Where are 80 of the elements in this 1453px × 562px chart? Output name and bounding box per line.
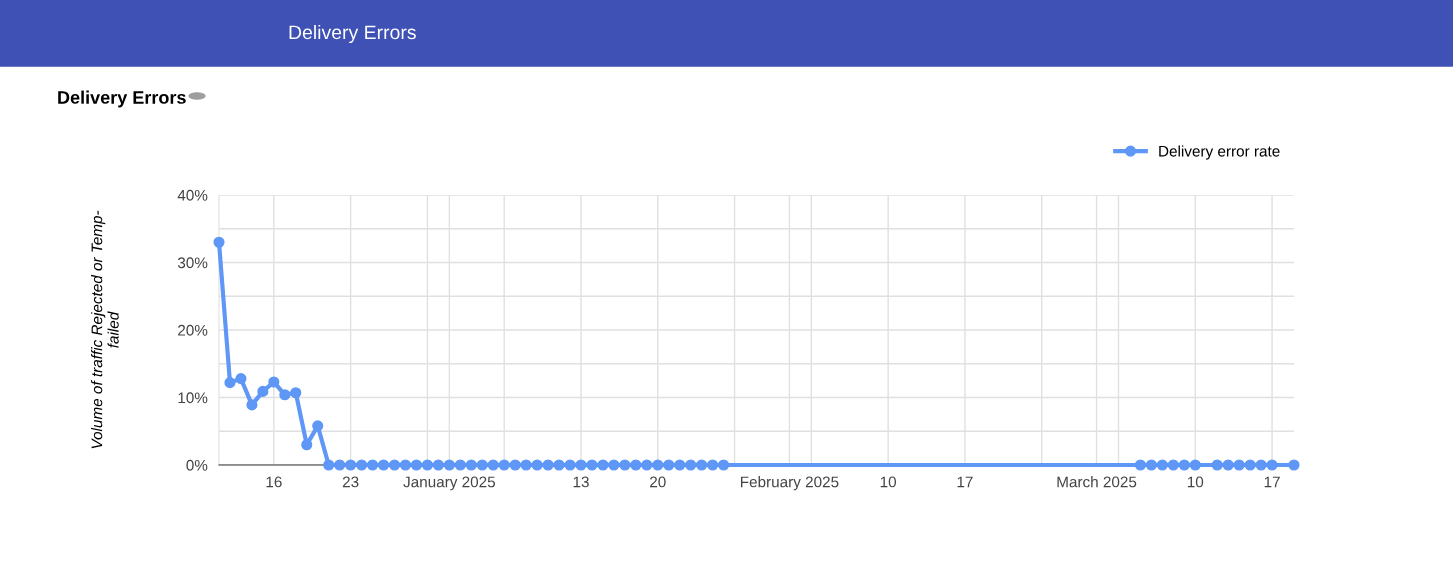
point [1134, 459, 1146, 471]
point [575, 459, 587, 471]
y-tick-label: 20% [178, 324, 208, 336]
point [224, 377, 236, 389]
point [345, 459, 357, 471]
point [685, 459, 697, 471]
point [597, 459, 609, 471]
point [410, 459, 423, 471]
chart-title: Delivery Errors [58, 90, 186, 108]
x-tick-label: March 2025 [1057, 476, 1137, 488]
point [476, 459, 488, 471]
point [323, 459, 335, 471]
point [718, 459, 730, 471]
point [279, 389, 291, 401]
x-tick-label: 13 [573, 476, 589, 488]
point [520, 459, 532, 471]
point [542, 459, 554, 471]
point [619, 459, 631, 471]
point [334, 459, 346, 471]
point [454, 459, 466, 471]
point [268, 376, 280, 388]
point [487, 459, 499, 471]
point [1233, 459, 1245, 471]
point [443, 459, 455, 471]
point [1145, 459, 1157, 471]
y-tick-label: 30% [177, 257, 208, 269]
y-tick-label: 40% [177, 189, 208, 201]
point [465, 459, 477, 471]
point [630, 459, 642, 471]
point [1167, 459, 1179, 471]
point [663, 459, 675, 471]
point [1178, 459, 1190, 471]
point [356, 459, 368, 471]
point [367, 459, 379, 471]
point [641, 459, 653, 471]
point [509, 459, 521, 471]
point [388, 459, 401, 471]
point [246, 399, 258, 411]
point [586, 459, 598, 471]
point [1266, 459, 1278, 471]
point [399, 459, 412, 471]
point [531, 459, 543, 471]
point [696, 459, 708, 471]
legend-label: Delivery error rate [1159, 145, 1280, 160]
point [213, 236, 225, 248]
x-tick-label: 20 [650, 476, 666, 488]
point [1255, 459, 1267, 471]
text: Delivery Errors [289, 24, 416, 44]
x-tick-label: January 2025 [403, 476, 496, 491]
point [1222, 459, 1234, 471]
x-tick-label: February 2025 [740, 476, 839, 491]
point [674, 459, 686, 471]
point [1156, 459, 1168, 471]
point [707, 459, 719, 471]
x-tick-label: 10 [880, 476, 897, 488]
point [312, 420, 324, 432]
x-tick-label: 17 [1264, 476, 1280, 488]
y-axis-title: Volume of traffic Rejected or Temp-failed [91, 210, 119, 449]
x-tick-label: 23 [342, 476, 359, 488]
point [257, 385, 269, 397]
point [498, 459, 510, 471]
x-tick-label: 16 [266, 476, 282, 488]
point [1288, 459, 1300, 471]
y-tick-label: 0% [186, 459, 208, 471]
point [1211, 459, 1223, 471]
point [608, 459, 620, 471]
x-tick-label: 17 [957, 476, 973, 488]
point [432, 459, 444, 471]
point [235, 373, 247, 385]
point [377, 459, 390, 471]
point [652, 459, 664, 471]
point [553, 459, 565, 471]
point [1244, 459, 1256, 471]
y-tick-label: 10% [178, 392, 208, 404]
point [301, 439, 313, 451]
point [1189, 459, 1201, 471]
point [290, 387, 302, 399]
point [421, 459, 433, 471]
point [564, 459, 576, 471]
x-tick-label: 10 [1187, 476, 1204, 488]
